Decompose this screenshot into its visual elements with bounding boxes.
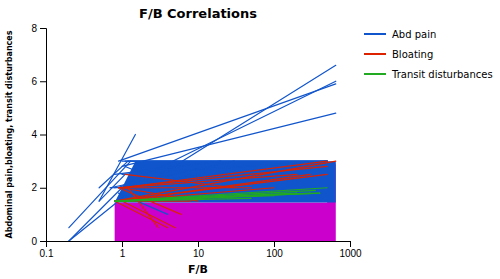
tick-mark [40, 188, 46, 189]
line [115, 188, 327, 201]
tick-label: 0 [31, 236, 37, 247]
line [122, 161, 327, 188]
legend-swatch [364, 33, 386, 35]
tick-label: 8 [31, 23, 37, 34]
y-axis-label: Abdominal pain,bloating, transit disturb… [5, 30, 14, 238]
tick: 4 [31, 129, 46, 140]
tick-label: 4 [31, 129, 37, 140]
tick-label: 100 [266, 248, 283, 259]
tick: 100 [266, 241, 283, 259]
tick-mark [40, 81, 46, 82]
legend-label: Bloating [392, 49, 433, 60]
tick-label: 10 [193, 248, 205, 259]
tick-mark [274, 241, 275, 247]
axis-line [47, 242, 351, 248]
line [119, 84, 336, 161]
series [115, 188, 327, 201]
line [119, 174, 311, 201]
tick-label: 6 [31, 76, 37, 87]
marks [69, 65, 336, 241]
legend: Abd pain Bloating Transit disturbances [364, 29, 493, 80]
x-axis: 0.1 1 10 100 1000 [40, 241, 363, 259]
plot: 0.1 1 10 100 1000 0 2 4 6 8 [31, 23, 362, 259]
tick: 2 [31, 182, 46, 193]
legend-item: Transit disturbances [364, 69, 493, 80]
line [122, 113, 336, 166]
line [115, 161, 336, 201]
line [115, 161, 327, 188]
tick-mark [198, 241, 199, 247]
tick: 6 [31, 76, 46, 87]
line [125, 161, 327, 162]
x-axis-label: F/B [188, 263, 208, 276]
y-axis: 0 2 4 6 8 [31, 23, 46, 247]
tick-label: 2 [31, 182, 37, 193]
chart: 0.1 1 10 100 1000 0 2 4 6 8 F/B Correlations F/B Abd… [0, 0, 500, 279]
tick: 0.1 [40, 241, 54, 259]
line [125, 166, 145, 174]
line [128, 188, 158, 228]
series [69, 65, 336, 241]
legend-item: Bloating [364, 49, 433, 60]
tick-label: 0.1 [40, 248, 54, 259]
line [99, 161, 128, 188]
line [122, 174, 297, 187]
legend-label: Transit disturbances [391, 69, 493, 80]
legend-swatch [364, 73, 386, 75]
line [115, 174, 327, 201]
line [69, 201, 119, 241]
tick-mark [40, 135, 46, 136]
region [115, 161, 336, 202]
series [115, 161, 336, 228]
tick-mark [40, 28, 46, 29]
tick: 10 [193, 241, 205, 259]
line [122, 161, 327, 188]
legend-item: Abd pain [364, 29, 436, 40]
line [122, 161, 327, 162]
legend-swatch [364, 53, 386, 55]
tick: 1 [120, 241, 126, 259]
region [115, 161, 336, 241]
title: F/B Correlations [139, 6, 257, 21]
line [128, 161, 327, 162]
tick: 0 [31, 236, 46, 247]
tick-mark [40, 241, 46, 242]
tick: 1000 [339, 241, 362, 259]
tick-mark [350, 241, 351, 247]
tick-mark [122, 241, 123, 247]
tick: 8 [31, 23, 46, 34]
line [69, 188, 122, 241]
legend-label: Abd pain [392, 29, 436, 40]
line [115, 196, 274, 201]
line [119, 81, 336, 188]
axis-line [40, 29, 47, 242]
line [125, 174, 234, 187]
tick-label: 1000 [339, 248, 362, 259]
line [115, 193, 320, 201]
line [119, 198, 252, 201]
tick-label: 1 [120, 248, 126, 259]
line [115, 161, 221, 174]
